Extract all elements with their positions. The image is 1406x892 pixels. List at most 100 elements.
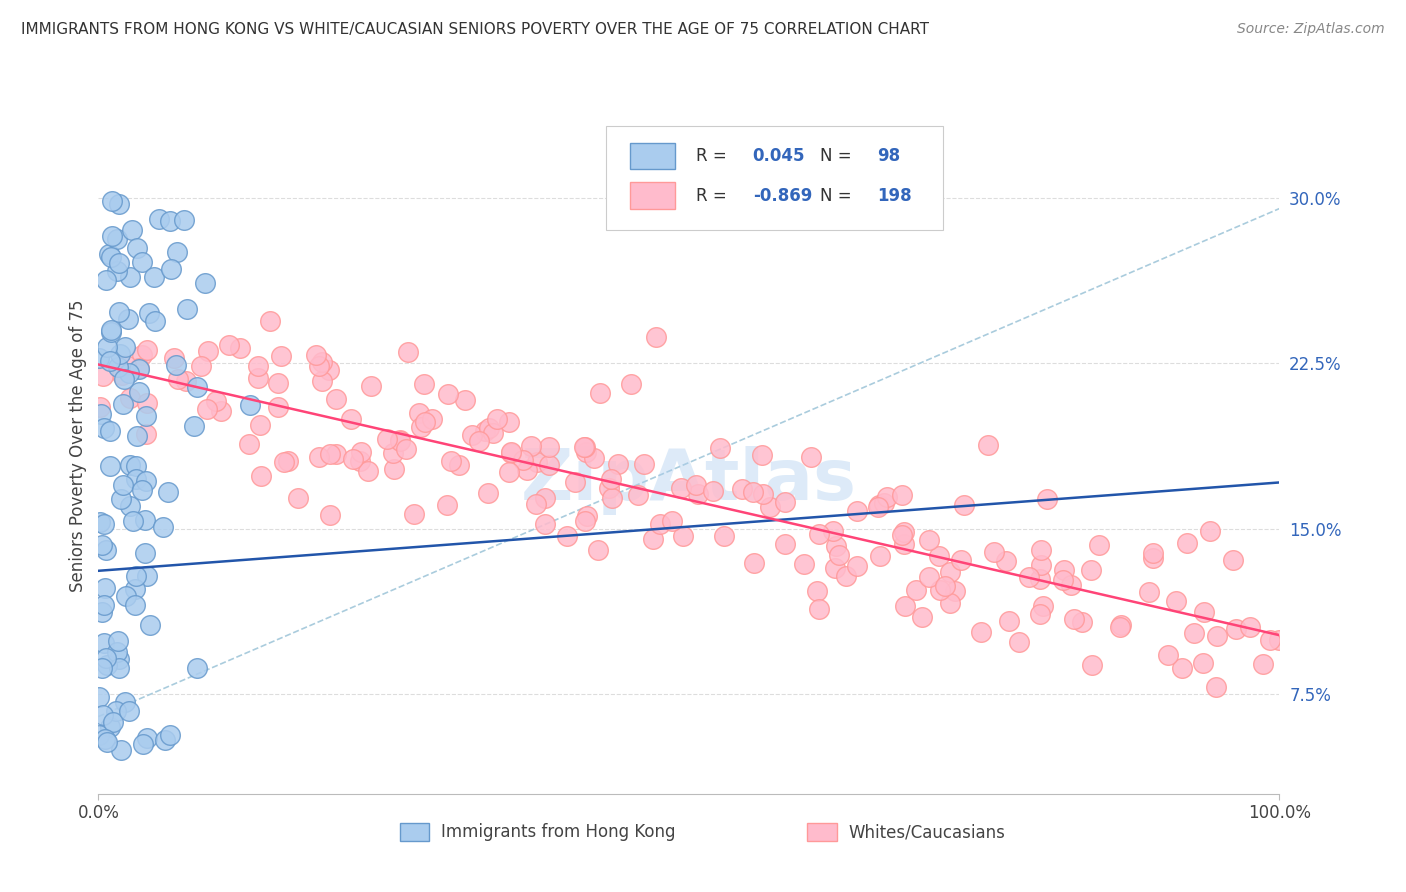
Point [143,314,166,328]
Point [89,515,111,529]
Point [845,558,868,573]
Text: -0.869: -0.869 [752,186,813,204]
Point [808,527,831,541]
Point [160,261,183,276]
Point [107,304,129,318]
Point [1008,635,1031,649]
Point [477,486,499,500]
Point [267,376,290,390]
Point [93,636,115,650]
Point [461,427,484,442]
Point [939,596,962,610]
Point [994,554,1017,568]
Point [499,445,522,459]
Point [641,532,664,546]
Point [1268,633,1291,648]
Point [135,396,157,410]
Point [534,516,557,531]
Point [124,582,146,597]
Point [845,504,868,518]
Point [835,569,858,583]
Point [93,731,115,746]
Point [437,386,460,401]
Point [440,454,463,468]
Point [121,514,143,528]
Point [131,348,153,362]
Text: Whites/Caucasians: Whites/Caucasians [848,823,1005,841]
Point [1036,491,1059,506]
Point [101,714,124,729]
Point [148,211,170,226]
Point [339,412,361,426]
FancyBboxPatch shape [630,182,675,209]
Point [381,446,404,460]
Point [893,524,915,539]
Point [100,251,122,265]
Point [524,497,547,511]
Point [107,359,129,374]
Point [983,545,1005,559]
Point [415,415,437,429]
Point [751,448,773,462]
Point [1251,657,1274,672]
Point [586,542,609,557]
Point [183,418,205,433]
Point [114,340,136,354]
Point [752,487,775,501]
Point [1142,550,1164,565]
FancyBboxPatch shape [606,126,943,230]
Point [98,424,121,438]
Point [166,244,188,259]
Point [575,445,598,459]
Point [574,515,596,529]
Point [537,440,560,454]
Point [270,349,292,363]
Point [669,482,692,496]
Point [498,415,520,429]
Point [118,705,141,719]
Point [824,560,846,574]
Point [633,457,655,471]
Point [104,704,127,718]
Point [793,557,815,571]
Point [582,450,605,465]
Point [1222,553,1244,567]
Point [939,566,962,580]
FancyBboxPatch shape [807,823,837,841]
Point [1060,578,1083,592]
Point [111,368,134,382]
Point [929,583,952,598]
Point [152,520,174,534]
Point [478,421,501,435]
Point [977,438,1000,452]
Point [132,737,155,751]
Point [520,439,543,453]
Point [891,528,914,542]
Point [702,483,724,498]
Point [94,581,117,595]
Point [1053,563,1076,577]
Point [96,734,118,748]
Point [124,598,146,612]
Point [868,498,890,512]
Point [246,371,269,385]
Point [382,462,405,476]
Point [775,495,797,509]
Point [319,508,342,522]
Point [1081,658,1104,673]
Point [1018,570,1040,584]
Point [173,212,195,227]
Point [866,500,889,514]
Point [389,434,412,448]
Point [318,363,340,377]
Point [100,325,122,339]
Point [928,549,950,563]
Point [575,509,598,524]
Point [135,426,157,441]
Point [731,482,754,496]
Point [135,474,157,488]
Point [934,579,956,593]
Point [110,347,132,361]
Point [413,376,436,391]
Point [195,402,218,417]
